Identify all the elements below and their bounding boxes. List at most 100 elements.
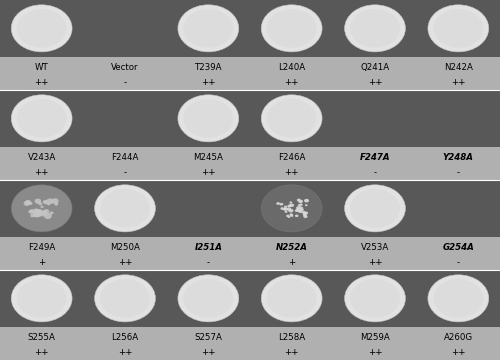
Text: S257A: S257A (194, 333, 222, 342)
Ellipse shape (280, 207, 284, 210)
Ellipse shape (350, 279, 400, 318)
Ellipse shape (428, 275, 489, 322)
Ellipse shape (32, 208, 40, 214)
Text: +: + (38, 258, 46, 267)
Text: ++: ++ (451, 78, 466, 87)
Text: +: + (288, 258, 296, 267)
Ellipse shape (30, 214, 35, 217)
Text: Q241A: Q241A (360, 63, 390, 72)
Ellipse shape (344, 185, 406, 232)
Text: L258A: L258A (278, 333, 305, 342)
Ellipse shape (178, 275, 239, 322)
Ellipse shape (94, 275, 156, 322)
Ellipse shape (288, 209, 294, 212)
Text: ++: ++ (201, 168, 216, 177)
Text: -: - (124, 78, 126, 87)
Ellipse shape (288, 204, 292, 207)
Bar (0, 90, 500, 147)
Ellipse shape (178, 95, 239, 142)
Ellipse shape (266, 99, 316, 138)
Ellipse shape (286, 207, 292, 211)
Ellipse shape (266, 279, 316, 318)
Ellipse shape (47, 203, 50, 206)
Ellipse shape (276, 202, 280, 205)
Text: -: - (374, 168, 376, 177)
Ellipse shape (34, 199, 41, 204)
Ellipse shape (26, 200, 32, 205)
Ellipse shape (300, 200, 302, 202)
Ellipse shape (54, 202, 58, 206)
Ellipse shape (100, 189, 150, 228)
Ellipse shape (300, 208, 304, 211)
Text: L240A: L240A (278, 63, 305, 72)
Bar (0, 180, 500, 237)
Ellipse shape (16, 9, 66, 48)
Ellipse shape (16, 99, 66, 138)
Text: -: - (207, 258, 210, 267)
Text: -: - (124, 168, 126, 177)
Ellipse shape (32, 212, 39, 217)
Ellipse shape (298, 204, 302, 207)
Ellipse shape (289, 203, 294, 207)
Text: Y248A: Y248A (443, 153, 474, 162)
Ellipse shape (29, 202, 32, 205)
Ellipse shape (344, 5, 406, 52)
Ellipse shape (184, 9, 234, 48)
Ellipse shape (282, 208, 286, 211)
Ellipse shape (305, 204, 308, 206)
Text: M259A: M259A (360, 333, 390, 342)
Ellipse shape (284, 206, 287, 208)
Text: ++: ++ (451, 348, 466, 357)
Ellipse shape (261, 185, 322, 232)
Ellipse shape (94, 185, 156, 232)
Ellipse shape (34, 210, 40, 214)
Ellipse shape (428, 5, 489, 52)
Text: -: - (457, 258, 460, 267)
Ellipse shape (44, 213, 52, 219)
Ellipse shape (284, 211, 288, 213)
Text: I251A: I251A (194, 243, 222, 252)
Ellipse shape (26, 200, 30, 203)
Ellipse shape (35, 209, 42, 215)
Text: G254A: G254A (442, 243, 474, 252)
Text: ++: ++ (118, 258, 132, 267)
Ellipse shape (350, 9, 400, 48)
Text: ++: ++ (34, 78, 49, 87)
Text: F246A: F246A (278, 153, 305, 162)
Bar (0, 57, 500, 90)
Ellipse shape (290, 201, 292, 203)
Text: ++: ++ (34, 168, 49, 177)
Ellipse shape (261, 5, 322, 52)
Text: -: - (457, 168, 460, 177)
Text: M250A: M250A (110, 243, 140, 252)
Ellipse shape (39, 210, 47, 216)
Ellipse shape (280, 203, 283, 206)
Text: Vector: Vector (111, 63, 139, 72)
Ellipse shape (44, 210, 47, 212)
Bar (0, 147, 500, 180)
Text: F244A: F244A (112, 153, 138, 162)
Ellipse shape (24, 201, 30, 206)
Text: ++: ++ (201, 78, 216, 87)
Ellipse shape (36, 209, 43, 214)
Ellipse shape (261, 275, 322, 322)
Ellipse shape (184, 279, 234, 318)
Ellipse shape (46, 198, 54, 204)
Ellipse shape (11, 5, 72, 52)
Bar (0, 270, 500, 327)
Ellipse shape (43, 212, 46, 215)
Ellipse shape (50, 211, 54, 215)
Ellipse shape (52, 198, 59, 204)
Ellipse shape (297, 199, 301, 202)
Text: ++: ++ (284, 348, 299, 357)
Ellipse shape (303, 212, 306, 215)
Ellipse shape (28, 210, 34, 213)
Text: WT: WT (35, 63, 48, 72)
Ellipse shape (184, 99, 234, 138)
Ellipse shape (100, 279, 150, 318)
Ellipse shape (302, 213, 307, 216)
Bar (0, 237, 500, 270)
Ellipse shape (42, 212, 46, 215)
Ellipse shape (43, 200, 46, 203)
Text: ++: ++ (368, 78, 382, 87)
